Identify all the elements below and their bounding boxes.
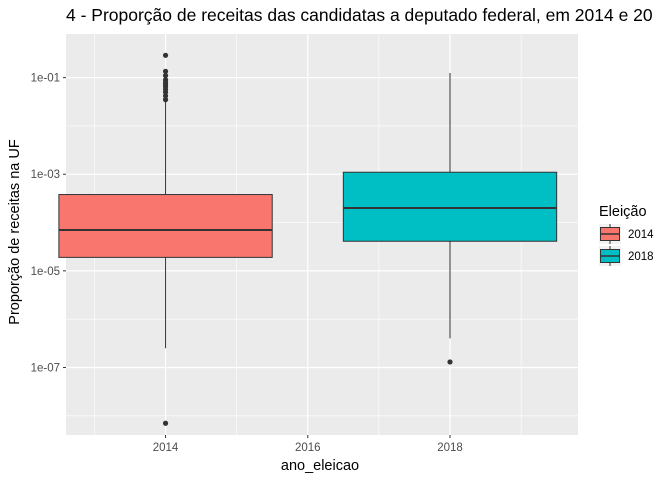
x-tick-label: 2018: [437, 442, 463, 454]
box-iqr: [58, 194, 273, 258]
outlier-point: [162, 93, 169, 99]
legend-label-2014: 2014: [628, 229, 654, 241]
y-tick-label: 1e-05: [31, 266, 60, 278]
y-tick-label: 1e-07: [31, 362, 60, 374]
box-2018: [342, 72, 558, 365]
y-axis-title: Proporção de receitas na UF: [7, 139, 23, 325]
x-axis-title: ano_eleicao: [281, 458, 359, 474]
outlier-point: [162, 97, 169, 103]
legend-label-2018: 2018: [628, 251, 654, 263]
y-axis-ticks: 1e-07 1e-05 1e-03 1e-01: [31, 73, 66, 374]
x-tick-label: 2014: [153, 442, 179, 454]
box-2014: [58, 52, 273, 426]
outlier-point: [162, 73, 169, 79]
legend-title: Eleição: [599, 204, 647, 220]
boxes: [58, 52, 558, 426]
x-axis-ticks: 2014 2016 2018: [153, 435, 463, 454]
y-tick-label: 1e-03: [31, 169, 60, 181]
legend: Eleição 2014 2018: [599, 204, 654, 266]
outlier-point: [162, 77, 169, 83]
outlier-point: [162, 68, 169, 74]
x-tick-label: 2016: [295, 442, 321, 454]
y-tick-label: 1e-01: [31, 73, 60, 85]
chart-title: 4 - Proporção de receitas das candidatas…: [66, 5, 653, 25]
outlier-point: [162, 52, 169, 58]
box-iqr: [342, 171, 558, 242]
outlier-point: [447, 359, 453, 365]
outlier-point: [162, 420, 169, 426]
